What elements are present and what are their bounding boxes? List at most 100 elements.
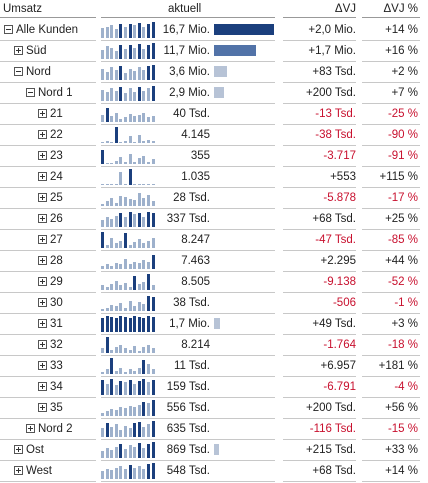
sparkline-bar <box>137 405 141 416</box>
delta-vj: -6.791 <box>323 381 356 393</box>
header-aktuell[interactable]: aktuell <box>168 3 202 15</box>
sparkline-bar <box>142 318 146 332</box>
sparkline-bar <box>147 88 150 101</box>
sparkline-bar <box>119 407 123 416</box>
expand-icon[interactable] <box>38 235 47 244</box>
sparkline-bar <box>110 409 114 416</box>
expand-icon[interactable] <box>38 361 47 370</box>
row-label: Alle Kunden <box>16 24 79 36</box>
current-value: 7.463 <box>181 255 210 267</box>
sparkline-bar <box>151 86 155 101</box>
table-row[interactable]: 28 7.463 +2.295 +44 % <box>0 251 428 272</box>
delta-vj-pct: -15 % <box>387 423 418 435</box>
header-delta-vj[interactable]: ΔVJ <box>334 3 356 15</box>
sparkline-bar <box>119 213 123 227</box>
table-row[interactable]: 22 4.145 -38 Tsd. -90 % <box>0 125 428 146</box>
collapse-icon[interactable] <box>4 25 13 34</box>
sparkline-bar <box>124 348 127 353</box>
sparkline-bar <box>142 469 146 479</box>
sparkline-bar <box>101 115 104 122</box>
current-value: 8.214 <box>181 339 210 351</box>
expand-icon[interactable] <box>38 172 47 181</box>
table-row[interactable]: 26 337 Tsd. +68 Tsd. +25 % <box>0 209 428 230</box>
table-row[interactable]: Nord 3,6 Mio. +83 Tsd. +2 % <box>0 62 428 83</box>
collapse-icon[interactable] <box>14 67 23 76</box>
sparkline-bar <box>114 447 118 458</box>
expand-icon[interactable] <box>38 193 47 202</box>
expand-icon[interactable] <box>38 109 47 118</box>
sparkline-bar <box>101 266 104 269</box>
table-row[interactable]: 33 11 Tsd. +6.957 +181 % <box>0 356 428 377</box>
expand-icon[interactable] <box>38 319 47 328</box>
expand-icon[interactable] <box>38 298 47 307</box>
table-row[interactable]: 29 8.505 -9.138 -52 % <box>0 272 428 293</box>
sparkline-bar <box>110 450 114 458</box>
table-row[interactable]: Ost 869 Tsd. +215 Tsd. +33 % <box>0 440 428 461</box>
expand-icon[interactable] <box>38 256 47 265</box>
table-row[interactable]: 23 355 -3.717 -91 % <box>0 146 428 167</box>
table-row[interactable]: 24 1.035 +553 +115 % <box>0 167 428 188</box>
sparkline-bar <box>142 427 146 437</box>
table-row[interactable]: Süd 11,7 Mio. +1,7 Mio. +16 % <box>0 41 428 62</box>
table-row[interactable]: 30 38 Tsd. -506 -1 % <box>0 293 428 314</box>
sparkline-bar <box>142 260 146 269</box>
sparkline-bar <box>147 195 150 206</box>
sparkline <box>101 295 156 311</box>
delta-vj: +200 Tsd. <box>306 402 356 414</box>
sparkline-bar <box>124 141 127 143</box>
table-row[interactable]: 21 40 Tsd. -13 Tsd. -25 % <box>0 104 428 125</box>
delta-vj: -47 Tsd. <box>315 234 356 246</box>
sparkline-bar <box>147 364 150 374</box>
table-row[interactable]: 31 1,7 Mio. +49 Tsd. +3 % <box>0 314 428 335</box>
header-umsatz[interactable]: Umsatz <box>3 3 42 15</box>
sparkline-bar <box>114 113 118 122</box>
table-row[interactable]: Nord 2 635 Tsd. -116 Tsd. -15 % <box>0 419 428 440</box>
expand-icon[interactable] <box>14 445 23 454</box>
sparkline-bar <box>110 317 114 332</box>
expand-icon[interactable] <box>38 403 47 412</box>
table-row[interactable]: 34 159 Tsd. -6.791 -4 % <box>0 377 428 398</box>
collapse-icon[interactable] <box>26 88 35 97</box>
expand-icon[interactable] <box>38 214 47 223</box>
sparkline-bar <box>137 135 141 143</box>
sparkline-bar <box>105 384 109 395</box>
sparkline-bar <box>124 197 127 206</box>
sparkline-bar <box>151 421 155 437</box>
expand-icon[interactable] <box>38 382 47 391</box>
expand-icon[interactable] <box>26 424 35 433</box>
expand-icon[interactable] <box>14 46 23 55</box>
sparkline-bar <box>110 219 114 227</box>
sparkline-bar <box>147 212 150 227</box>
table-row[interactable]: 27 8.247 -47 Tsd. -85 % <box>0 230 428 251</box>
sparkline-bar <box>110 142 114 143</box>
delta-vj-pct: +7 % <box>391 87 418 99</box>
sparkline-bar <box>151 255 155 269</box>
sparkline-bar <box>101 50 104 59</box>
expand-icon[interactable] <box>38 151 47 160</box>
sparkline-bar <box>151 348 155 353</box>
sparkline-bar <box>101 285 104 290</box>
current-value: 337 Tsd. <box>166 213 210 225</box>
table-row[interactable]: 32 8.214 -1.764 -18 % <box>0 335 428 356</box>
expand-icon[interactable] <box>38 130 47 139</box>
sparkline-bar <box>101 204 104 206</box>
expand-icon[interactable] <box>38 277 47 286</box>
sparkline-bar <box>147 117 150 122</box>
table-row[interactable]: 25 28 Tsd. -5.878 -17 % <box>0 188 428 209</box>
table-row[interactable]: Nord 1 2,9 Mio. +200 Tsd. +7 % <box>0 83 428 104</box>
current-value: 11 Tsd. <box>173 360 210 372</box>
sparkline <box>101 442 156 458</box>
expand-icon[interactable] <box>14 466 23 475</box>
header-delta-vj-pct[interactable]: ΔVJ % <box>383 3 418 15</box>
sparkline-bar <box>105 72 109 80</box>
sparkline-bar <box>137 239 141 248</box>
sparkline-bar <box>101 318 104 332</box>
table-row[interactable]: Alle Kunden 16,7 Mio. +2,0 Mio. +14 % <box>0 20 428 41</box>
current-value: 8.505 <box>181 276 210 288</box>
sparkline-bar <box>119 87 123 101</box>
table-row[interactable]: West 548 Tsd. +68 Tsd. +14 % <box>0 461 428 482</box>
current-value: 40 Tsd. <box>173 108 210 120</box>
table-row[interactable]: 35 556 Tsd. +200 Tsd. +56 % <box>0 398 428 419</box>
expand-icon[interactable] <box>38 340 47 349</box>
sparkline-bar <box>114 216 118 227</box>
